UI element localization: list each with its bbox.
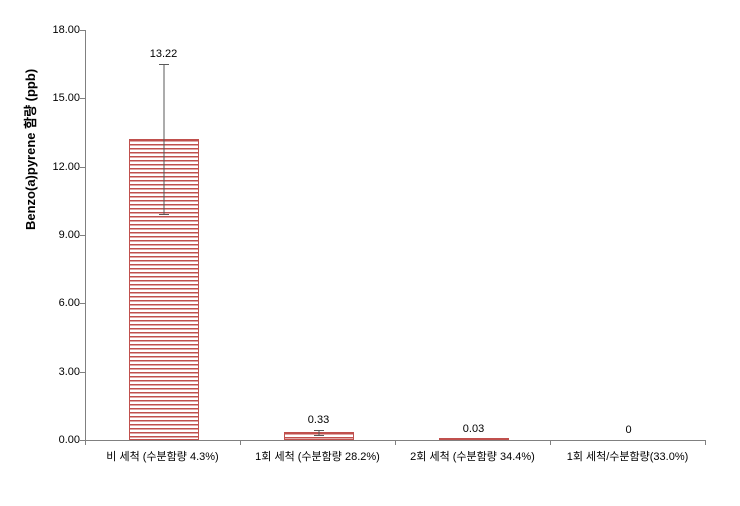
x-tick-label: 비 세척 (수분함량 4.3%) <box>106 448 218 464</box>
y-tick-label: 18.00 <box>30 24 80 36</box>
data-label: 13.22 <box>150 48 178 60</box>
y-tick-label: 6.00 <box>30 297 80 309</box>
bar-group: 13.22 <box>129 30 199 440</box>
bar-group: 0.33 <box>284 30 354 440</box>
error-cap-bottom <box>159 214 169 215</box>
x-tick-mark <box>240 440 241 445</box>
x-tick-mark <box>705 440 706 445</box>
bar <box>439 438 509 440</box>
x-tick-label: 1회 세척/수분함량(33.0%) <box>567 448 689 464</box>
bar-group: 0.03 <box>439 30 509 440</box>
data-label: 0.33 <box>308 414 329 426</box>
chart-container: Benzo(a)pyrene 함량 (ppb) 0.003.006.009.00… <box>0 0 740 506</box>
data-label: 0 <box>625 424 631 436</box>
error-cap-bottom <box>314 435 324 436</box>
y-tick-label: 0.00 <box>30 434 80 446</box>
x-tick-label: 1회 세척 (수분함량 28.2%) <box>255 448 380 464</box>
y-tick-label: 12.00 <box>30 161 80 173</box>
data-label: 0.03 <box>463 423 484 435</box>
y-tick-label: 9.00 <box>30 229 80 241</box>
plot-area: 13.22 0.33 0.03 0 <box>85 30 706 441</box>
bar-group: 0 <box>594 30 664 440</box>
y-tick-label: 15.00 <box>30 92 80 104</box>
error-cap-top <box>159 64 169 65</box>
x-tick-mark <box>395 440 396 445</box>
y-tick-label: 3.00 <box>30 366 80 378</box>
x-tick-mark <box>550 440 551 445</box>
x-tick-label: 2회 세척 (수분함량 34.4%) <box>410 448 535 464</box>
error-bar <box>163 64 164 214</box>
x-tick-mark <box>85 440 86 445</box>
error-cap-top <box>314 430 324 431</box>
